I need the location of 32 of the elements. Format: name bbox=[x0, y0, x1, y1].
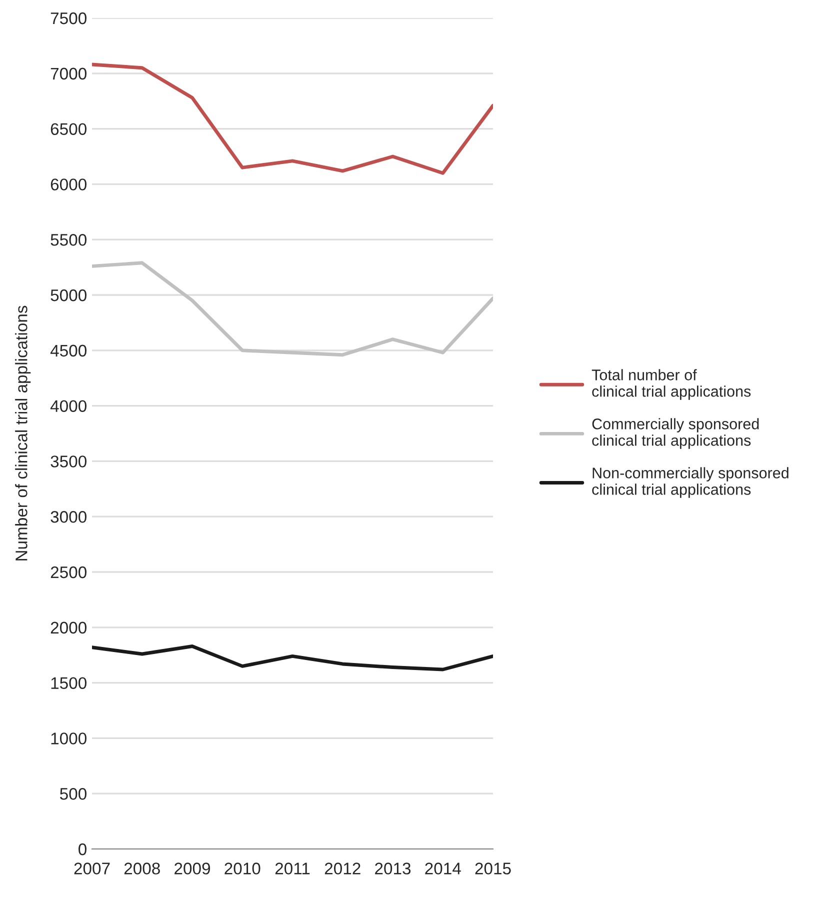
y-tick-label: 3000 bbox=[50, 511, 86, 523]
y-tick-label: 3500 bbox=[50, 456, 86, 468]
y-tick-label: 5000 bbox=[50, 289, 86, 302]
y-tick-label: 7000 bbox=[50, 68, 86, 80]
y-tick-label: 4000 bbox=[50, 400, 86, 412]
y-tick-label: 1000 bbox=[51, 732, 86, 744]
legend-label: Commercially sponsored clinical trial applications bbox=[592, 418, 759, 449]
y-tick-label: 0 bbox=[78, 843, 86, 856]
y-tick-label: 2000 bbox=[50, 622, 86, 634]
x-tick-label: 2010 bbox=[224, 862, 260, 874]
x-tick-label: 2014 bbox=[425, 862, 461, 874]
y-tick-label: 2500 bbox=[50, 566, 86, 578]
y-tick-label: 500 bbox=[60, 788, 86, 800]
x-tick-label: 2013 bbox=[375, 862, 411, 874]
legend-label: Total number of clinical trial applications bbox=[592, 369, 751, 400]
line-series bbox=[92, 261, 493, 357]
x-tick-label: 2015 bbox=[475, 862, 511, 874]
x-tick-label: 2012 bbox=[324, 862, 360, 874]
y-axis-title: Number of clinical trial applications bbox=[15, 306, 31, 560]
x-tick-label: 2007 bbox=[74, 862, 110, 874]
line-series bbox=[92, 62, 493, 175]
y-tick-label: 5500 bbox=[50, 234, 86, 246]
legend-label: Non-commercially sponsored clinical trial applications bbox=[592, 467, 788, 498]
x-tick-label: 2011 bbox=[275, 862, 310, 874]
y-tick-label: 6500 bbox=[50, 123, 86, 136]
x-tick-label: 2008 bbox=[124, 862, 160, 874]
y-tick-label: 1500 bbox=[51, 677, 86, 690]
y-tick-label: 4500 bbox=[50, 344, 86, 357]
line-series bbox=[92, 644, 493, 672]
y-tick-label: 7500 bbox=[50, 12, 86, 24]
x-tick-label: 2009 bbox=[174, 862, 210, 874]
y-tick-label: 6000 bbox=[50, 178, 86, 190]
